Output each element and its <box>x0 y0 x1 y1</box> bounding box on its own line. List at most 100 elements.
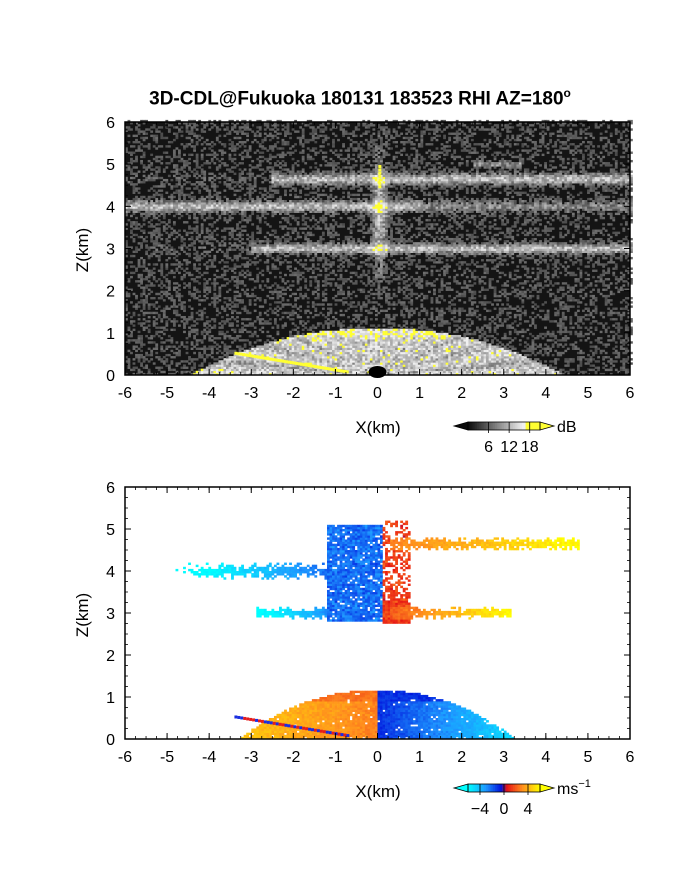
heatmap-cell <box>589 311 593 315</box>
heatmap-cell <box>473 370 477 374</box>
heatmap-cell <box>228 307 232 310</box>
heatmap-cell <box>359 330 363 334</box>
heatmap-cell <box>458 313 462 317</box>
heatmap-cell <box>284 358 287 361</box>
heatmap-cell <box>352 313 356 317</box>
heatmap-cell <box>395 347 398 350</box>
heatmap-cell <box>599 280 603 283</box>
heatmap-cell <box>279 307 282 310</box>
heatmap-cell <box>382 362 386 365</box>
heatmap-cell <box>493 330 497 334</box>
heatmap-cell <box>488 330 492 334</box>
heatmap-cell <box>493 337 497 340</box>
heatmap-cell <box>627 288 631 291</box>
heatmap-cell <box>258 364 262 367</box>
heatmap-cell <box>400 364 404 367</box>
heatmap-cell <box>624 324 628 327</box>
heatmap-cell <box>400 343 404 346</box>
heatmap-cell <box>296 360 300 363</box>
heatmap-cell <box>622 347 626 350</box>
heatmap-cell <box>142 322 146 325</box>
heatmap-cell <box>488 343 492 346</box>
heatmap-cell <box>624 341 628 344</box>
heatmap-cell <box>256 368 260 372</box>
heatmap-cell <box>433 288 436 291</box>
heatmap-cell <box>387 362 391 365</box>
heatmap-cell <box>506 353 510 357</box>
heatmap-cell <box>468 339 472 342</box>
heatmap-cell <box>294 360 297 363</box>
heatmap-cell <box>420 303 424 306</box>
heatmap-cell <box>205 296 209 300</box>
heatmap-cell <box>554 337 558 340</box>
heatmap-cell <box>309 366 313 369</box>
heatmap-cell <box>604 271 608 275</box>
heatmap-cell <box>165 324 169 327</box>
heatmap-cell <box>571 358 575 361</box>
heatmap-cell <box>329 353 333 357</box>
heatmap-cell <box>233 368 237 372</box>
heatmap-cell <box>478 343 482 346</box>
heatmap-cell <box>125 307 128 310</box>
heatmap-cell <box>569 320 573 323</box>
heatmap-cell <box>460 362 464 365</box>
heatmap-cell <box>374 309 378 313</box>
heatmap-cell <box>468 353 472 357</box>
heatmap-cell <box>516 368 520 372</box>
heatmap-cell <box>392 343 396 346</box>
heatmap-cell <box>299 343 303 346</box>
heatmap-cell <box>438 318 441 321</box>
heatmap-cell <box>582 370 585 374</box>
heatmap-cell <box>273 290 277 294</box>
heatmap-cell <box>402 292 406 296</box>
heatmap-cell <box>145 311 149 315</box>
heatmap-cell <box>468 290 472 294</box>
heatmap-cell <box>493 356 497 359</box>
heatmap-cell <box>220 326 224 329</box>
heatmap-cell <box>165 273 169 277</box>
heatmap-cell <box>405 347 409 350</box>
heatmap-cell <box>160 318 164 321</box>
heatmap-cell <box>473 341 477 344</box>
heatmap-cell <box>602 288 606 291</box>
heatmap-cell <box>402 315 406 319</box>
heatmap-cell <box>529 347 532 350</box>
heatmap-cell <box>188 315 191 319</box>
heatmap-cell <box>516 332 520 336</box>
heatmap-cell <box>448 351 452 355</box>
heatmap-cell <box>539 282 542 285</box>
heatmap-cell <box>609 358 613 361</box>
heatmap-cell <box>622 351 626 355</box>
heatmap-cell <box>410 356 414 359</box>
heatmap-cell <box>410 341 414 344</box>
heatmap-cell <box>246 362 250 365</box>
heatmap-cell <box>233 299 237 302</box>
heatmap-cell <box>157 334 161 338</box>
heatmap-cell <box>592 353 595 357</box>
heatmap-cell <box>440 349 444 353</box>
heatmap-cell <box>198 309 202 313</box>
heatmap-cell <box>354 370 358 374</box>
heatmap-cell <box>220 332 224 336</box>
heatmap-cell <box>190 313 194 317</box>
heatmap-cell <box>443 366 446 369</box>
heatmap-cell <box>614 326 618 329</box>
heatmap-cell <box>299 315 303 319</box>
heatmap-cell <box>380 343 383 346</box>
heatmap-cell <box>362 301 366 304</box>
heatmap-cell <box>203 358 207 361</box>
heatmap-cell <box>511 278 515 281</box>
heatmap-cell <box>443 349 446 353</box>
heatmap-cell <box>554 294 558 298</box>
heatmap-cell <box>619 313 623 317</box>
heatmap-cell <box>430 351 434 355</box>
heatmap-cell <box>294 366 297 369</box>
heatmap-cell <box>468 296 472 300</box>
heatmap-cell <box>551 360 555 363</box>
heatmap-cell <box>327 318 330 321</box>
heatmap-cell <box>544 351 547 355</box>
heatmap-cell <box>273 288 277 291</box>
heatmap-cell <box>374 278 378 281</box>
heatmap-cell <box>415 341 419 344</box>
heatmap-cell <box>342 372 345 376</box>
